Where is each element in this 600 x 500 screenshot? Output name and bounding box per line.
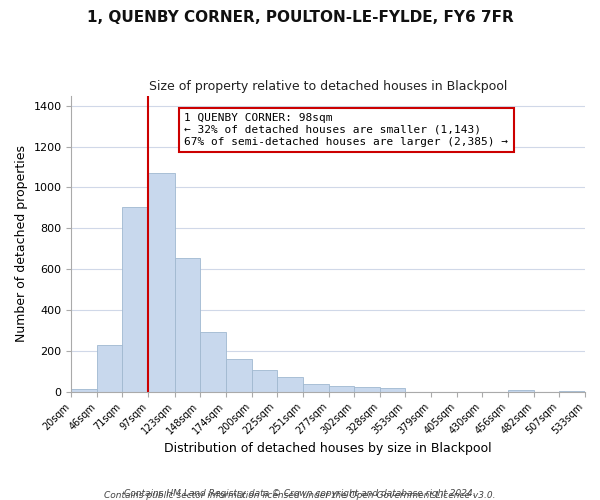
- Title: Size of property relative to detached houses in Blackpool: Size of property relative to detached ho…: [149, 80, 508, 93]
- Bar: [97, 344, 122, 392]
- Bar: [380, 388, 405, 392]
- Bar: [559, 390, 585, 392]
- X-axis label: Distribution of detached houses by size in Blackpool: Distribution of detached houses by size …: [164, 442, 492, 455]
- Bar: [251, 370, 277, 392]
- Bar: [277, 378, 302, 392]
- Bar: [148, 173, 175, 392]
- Text: 1 QUENBY CORNER: 98sqm
← 32% of detached houses are smaller (1,143)
67% of semi-: 1 QUENBY CORNER: 98sqm ← 32% of detached…: [184, 114, 508, 146]
- Y-axis label: Number of detached properties: Number of detached properties: [15, 145, 28, 342]
- Text: Contains HM Land Registry data © Crown copyright and database right 2024.: Contains HM Land Registry data © Crown c…: [124, 488, 476, 498]
- Bar: [122, 207, 148, 392]
- Bar: [302, 384, 329, 392]
- Bar: [354, 386, 380, 392]
- Bar: [226, 359, 251, 392]
- Bar: [175, 258, 200, 392]
- Bar: [71, 388, 97, 392]
- Bar: [508, 390, 534, 392]
- Bar: [329, 386, 354, 392]
- Text: 1, QUENBY CORNER, POULTON-LE-FYLDE, FY6 7FR: 1, QUENBY CORNER, POULTON-LE-FYLDE, FY6 …: [86, 10, 514, 25]
- Text: Contains public sector information licensed under the Open Government Licence v3: Contains public sector information licen…: [104, 491, 496, 500]
- Bar: [200, 332, 226, 392]
